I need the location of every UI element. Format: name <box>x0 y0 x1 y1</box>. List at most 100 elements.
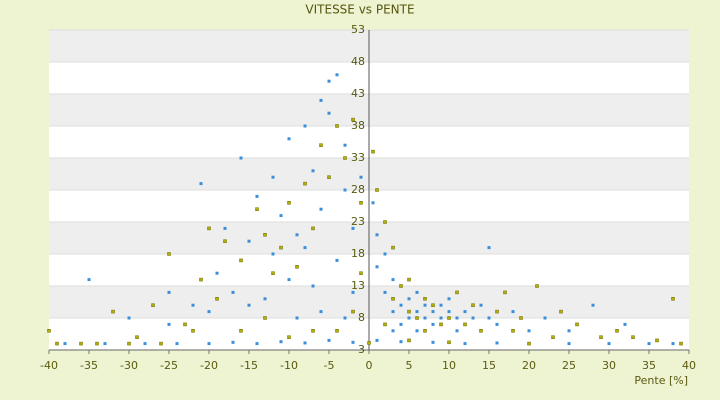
point <box>167 322 171 326</box>
x-tick-label: 10 <box>442 359 456 372</box>
point <box>455 329 459 333</box>
point <box>527 329 531 333</box>
point <box>495 309 499 314</box>
point <box>375 233 379 237</box>
y-tick-label: 3 <box>358 343 365 356</box>
x-tick-label: -10 <box>280 359 298 372</box>
point <box>479 303 483 307</box>
y-tick-label: 8 <box>358 311 365 324</box>
x-tick-label: 15 <box>482 359 496 372</box>
point <box>311 329 315 333</box>
point <box>335 258 339 262</box>
point <box>391 310 395 314</box>
point <box>511 329 515 333</box>
point <box>319 98 323 102</box>
point <box>255 194 259 198</box>
point <box>455 316 459 320</box>
point <box>343 143 347 147</box>
point <box>63 342 67 346</box>
point <box>423 297 427 301</box>
point <box>439 303 443 307</box>
point <box>391 245 395 250</box>
x-tick-label: -30 <box>120 359 138 372</box>
point <box>231 340 235 344</box>
point <box>487 246 491 250</box>
point <box>215 297 219 301</box>
point <box>439 316 443 320</box>
point <box>679 341 683 346</box>
point <box>567 342 571 346</box>
x-tick-label: 20 <box>522 359 536 372</box>
point <box>391 278 395 282</box>
point <box>335 73 339 77</box>
point <box>559 309 563 314</box>
point <box>455 290 459 295</box>
point <box>495 322 499 326</box>
point <box>359 175 363 179</box>
point <box>383 322 387 327</box>
point <box>351 117 355 122</box>
point <box>287 201 291 205</box>
point <box>671 342 675 346</box>
point <box>407 316 411 320</box>
point <box>575 322 579 327</box>
point <box>535 284 539 288</box>
point <box>599 335 603 339</box>
point <box>407 277 411 282</box>
point <box>407 338 411 343</box>
y-tick-label: 53 <box>351 23 365 36</box>
x-tick-label: -25 <box>160 359 178 372</box>
point <box>367 341 371 345</box>
point <box>199 182 203 186</box>
point <box>327 338 331 342</box>
x-tick-label: 30 <box>602 359 616 372</box>
point <box>391 297 395 301</box>
point <box>471 316 475 320</box>
point <box>607 342 611 346</box>
y-tick-label: 43 <box>351 87 365 100</box>
point <box>295 233 299 237</box>
point <box>371 201 375 205</box>
point <box>167 290 171 294</box>
point <box>239 329 243 333</box>
point <box>271 175 275 179</box>
point <box>431 340 435 344</box>
point <box>487 316 491 320</box>
y-tick-label: 48 <box>351 55 365 68</box>
point <box>127 341 131 346</box>
point <box>303 246 307 250</box>
point <box>311 169 315 173</box>
point <box>463 310 467 314</box>
point <box>239 156 243 160</box>
point <box>447 297 451 301</box>
point <box>415 310 419 314</box>
point <box>319 143 323 147</box>
point <box>247 239 251 243</box>
chart-title: VITESSE vs PENTE <box>305 3 414 17</box>
x-tick-label: 40 <box>682 359 696 372</box>
point <box>263 233 267 237</box>
point <box>343 316 347 320</box>
point <box>567 329 571 333</box>
point <box>431 303 435 307</box>
point <box>543 316 547 320</box>
point <box>319 310 323 314</box>
point <box>79 341 83 346</box>
point <box>375 265 379 269</box>
point <box>415 316 419 320</box>
point <box>223 226 227 230</box>
x-tick-label: -5 <box>324 359 335 372</box>
point <box>423 329 427 333</box>
x-tick-label: -35 <box>80 359 98 372</box>
point <box>255 342 259 346</box>
point <box>271 271 275 275</box>
point <box>359 201 363 205</box>
point <box>295 265 299 269</box>
point <box>151 303 155 307</box>
point <box>207 342 211 346</box>
point <box>143 342 147 346</box>
point <box>399 340 403 344</box>
point <box>351 290 355 294</box>
point <box>223 239 227 243</box>
